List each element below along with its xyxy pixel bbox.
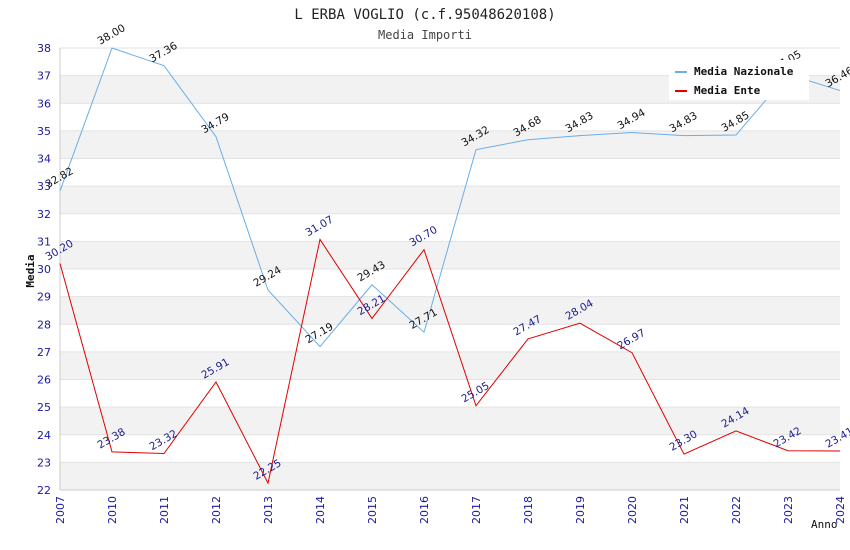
x-tick-label: 2017 xyxy=(470,496,483,524)
x-tick-label: 2016 xyxy=(418,496,431,524)
legend-box xyxy=(669,60,809,100)
y-tick-label: 23 xyxy=(37,456,51,469)
x-tick-label: 2015 xyxy=(366,496,379,524)
grid-band xyxy=(60,351,840,380)
y-tick-label: 36 xyxy=(37,97,51,110)
y-tick-label: 37 xyxy=(37,70,51,83)
grid-band xyxy=(60,241,840,269)
y-tick-labels: 22 23 24 25 26 27 28 29 30 31 32 33 34 35 36 37 38 xyxy=(37,42,51,497)
data-label: 38.00 xyxy=(96,22,128,47)
x-tick-label: 2011 xyxy=(158,496,171,524)
grid-band xyxy=(60,434,840,463)
y-tick-label: 33 xyxy=(37,180,51,193)
x-tick-label: 2018 xyxy=(522,496,535,524)
grid-lines xyxy=(60,47,840,491)
x-tick-label: 2024 xyxy=(834,496,847,524)
grid-band xyxy=(60,296,840,325)
grid-band xyxy=(60,379,840,408)
x-tick-label: 2007 xyxy=(54,496,67,524)
grid-band xyxy=(60,213,840,242)
y-tick-label: 31 xyxy=(37,235,51,248)
legend-label-ente: Media Ente xyxy=(694,84,761,97)
x-tick-label: 2014 xyxy=(314,496,327,524)
y-tick-label: 26 xyxy=(37,374,51,387)
y-tick-label: 22 xyxy=(37,484,51,497)
y-tick-label: 28 xyxy=(37,318,51,331)
y-tick-label: 38 xyxy=(37,42,51,55)
y-tick-label: 27 xyxy=(37,346,51,359)
x-tick-label: 2013 xyxy=(262,496,275,524)
grid-band xyxy=(60,407,840,435)
x-tick-label: 2023 xyxy=(782,496,795,524)
grid-bands xyxy=(60,48,840,490)
x-tick-label: 2012 xyxy=(210,496,223,524)
x-tick-label: 2020 xyxy=(626,496,639,524)
y-axis-label: Media xyxy=(24,254,37,287)
y-tick-label: 32 xyxy=(37,208,51,221)
y-tick-label: 30 xyxy=(37,263,51,276)
grid-band xyxy=(60,158,840,187)
series-group xyxy=(59,47,841,485)
y-tick-label: 25 xyxy=(37,401,51,414)
legend-label-nazionale: Media Nazionale xyxy=(694,65,794,78)
y-tick-label: 34 xyxy=(37,153,51,166)
series-line-media-nazionale xyxy=(59,47,841,348)
x-tick-labels: 2007 2010 2011 2012 2013 2014 2015 2016 2017 2018… xyxy=(54,496,847,524)
chart-subtitle: Media Importi xyxy=(378,28,472,42)
y-tick-label: 24 xyxy=(37,429,51,442)
x-tick-label: 2019 xyxy=(574,496,587,524)
x-tick-label: 2021 xyxy=(678,496,691,524)
y-tick-label: 35 xyxy=(37,125,51,138)
grid-band xyxy=(60,103,840,131)
grid-band xyxy=(60,269,840,297)
series-line-media-ente xyxy=(59,238,841,485)
x-tick-label: 2022 xyxy=(730,496,743,524)
grid-band xyxy=(60,186,840,214)
x-axis-label: Anno xyxy=(811,518,838,531)
legend: Media Nazionale Media Ente xyxy=(669,60,809,100)
chart-title: L ERBA VOGLIO (c.f.95048620108) xyxy=(294,7,555,23)
grid-band xyxy=(60,462,840,490)
y-tick-label: 29 xyxy=(37,291,51,304)
x-tick-label: 2010 xyxy=(106,496,119,524)
